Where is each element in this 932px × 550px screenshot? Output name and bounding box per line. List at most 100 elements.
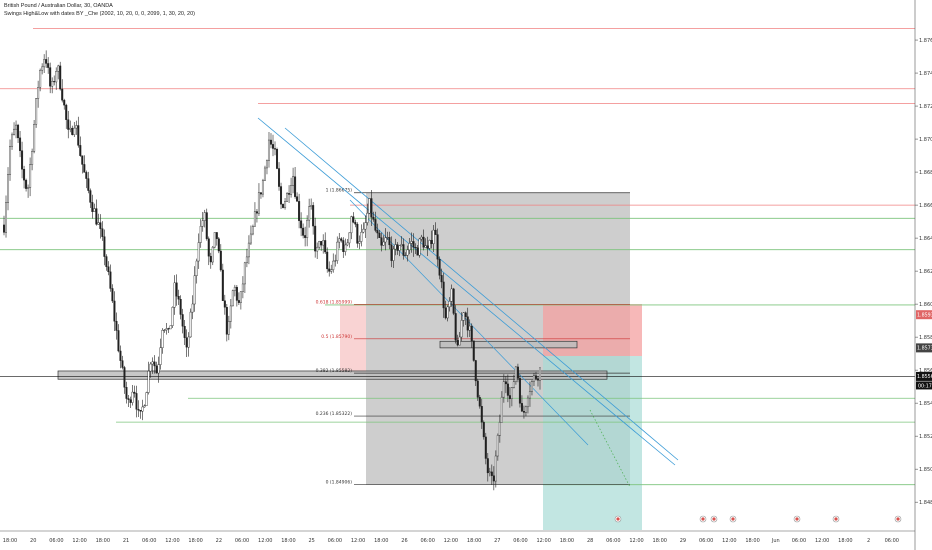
candle-body <box>338 238 341 243</box>
candle-body <box>233 286 236 291</box>
time-tick-label: Jun <box>771 538 780 544</box>
symbol-title: British Pound / Australian Dollar, 30, O… <box>4 3 113 9</box>
candle-body <box>406 249 409 256</box>
candle-body <box>382 241 385 246</box>
candle-body <box>452 288 455 314</box>
time-tick-label: 06:00 <box>142 538 156 544</box>
price-tick-label: 1.87000 <box>919 137 932 143</box>
time-axis-layer: 18:00 20 06:00 12:00 18:00 21 06:00 12:00 18:00 2… <box>0 515 915 544</box>
candle-body <box>276 149 279 169</box>
candle-body <box>474 360 477 382</box>
candle-body <box>458 336 461 346</box>
candle-body <box>115 320 118 331</box>
time-tick-label: 12:00 <box>815 538 829 544</box>
candle-body <box>348 232 351 244</box>
candle-body <box>508 395 511 399</box>
time-tick-label: 2 <box>867 538 870 544</box>
candle-body <box>25 179 28 189</box>
candle-body <box>209 255 212 263</box>
candle-body <box>139 410 142 412</box>
candle-body <box>243 262 246 285</box>
candle-body <box>251 225 254 235</box>
price-badge-label: 1.85735 <box>917 346 932 352</box>
candle-body <box>185 337 188 348</box>
candle-body <box>91 202 94 212</box>
candle-body <box>390 244 393 261</box>
event-flag-icon <box>896 517 900 521</box>
price-tick-label: 1.85200 <box>919 434 932 440</box>
candle-body <box>131 391 134 403</box>
candle-body <box>37 87 40 99</box>
candle-body <box>267 139 270 161</box>
time-tick-label: 06:00 <box>420 538 434 544</box>
candle-body <box>165 328 168 331</box>
price-tick-label: 1.86200 <box>919 269 932 275</box>
candle-body <box>340 238 343 241</box>
candle-body <box>247 242 250 258</box>
time-tick-label: 06:00 <box>49 538 63 544</box>
candle-body <box>352 216 355 223</box>
candle-body <box>360 231 363 242</box>
price-tick-label: 1.84800 <box>919 500 932 506</box>
candle-body <box>502 381 505 398</box>
candle-body <box>67 119 70 130</box>
candle-body <box>159 347 162 365</box>
price-badges-layer: 1.85936 1.85735 1.85562 00:17 <box>916 310 932 390</box>
candle-body <box>426 245 429 249</box>
candle-body <box>310 205 313 207</box>
candle-body <box>235 286 238 301</box>
candle-body <box>394 244 397 250</box>
price-tick-label: 1.85600 <box>919 368 932 374</box>
lower-sr-zone <box>57 370 608 380</box>
price-tick-label: 1.86000 <box>919 302 932 308</box>
candle-body <box>350 216 353 234</box>
candle-body <box>57 65 60 72</box>
candle-body <box>520 403 523 412</box>
target-projection-line <box>589 409 631 488</box>
candle-body <box>257 192 260 214</box>
candle-body <box>85 172 88 179</box>
candle-body <box>181 314 184 327</box>
candle-body <box>135 393 138 410</box>
time-tick-label: 06:00 <box>606 538 620 544</box>
fib-label-0: 1 (1.86675) <box>326 188 353 194</box>
candle-body <box>7 174 10 203</box>
time-tick-label: 06:00 <box>513 538 527 544</box>
candle-body <box>536 378 539 381</box>
candle-body <box>195 260 198 276</box>
price-tick-label: 1.86400 <box>919 236 932 242</box>
drawing-boxes-layer <box>57 192 642 530</box>
candle-body <box>448 301 451 308</box>
candle-body <box>237 300 240 303</box>
candle-body <box>282 203 285 208</box>
candle-body <box>454 313 457 341</box>
candle-body <box>528 391 531 399</box>
candle-body <box>410 241 413 244</box>
candle-body <box>59 65 62 90</box>
candle-body <box>191 303 194 313</box>
time-tick-label: 25 <box>308 538 314 544</box>
candle-body <box>496 435 499 457</box>
candle-body <box>229 305 232 322</box>
candle-body <box>316 246 319 252</box>
candle-body <box>488 471 491 474</box>
short-position-target-zone <box>543 356 642 530</box>
candle-body <box>109 271 112 289</box>
candle-body <box>378 232 381 238</box>
time-tick-label: 12:00 <box>444 538 458 544</box>
candle-body <box>183 326 186 338</box>
time-tick-label: 18:00 <box>3 538 17 544</box>
candle-body <box>35 98 38 125</box>
event-flag-icon <box>834 517 838 521</box>
candle-body <box>125 387 128 399</box>
time-tick-label: 18:00 <box>96 538 110 544</box>
candle-body <box>428 240 431 249</box>
candle-body <box>418 238 421 256</box>
candle-body <box>265 160 268 169</box>
candle-body <box>504 381 507 385</box>
candle-body <box>368 198 371 214</box>
candle-body <box>492 475 495 482</box>
candle-body <box>312 205 315 227</box>
candle-body <box>95 208 98 225</box>
